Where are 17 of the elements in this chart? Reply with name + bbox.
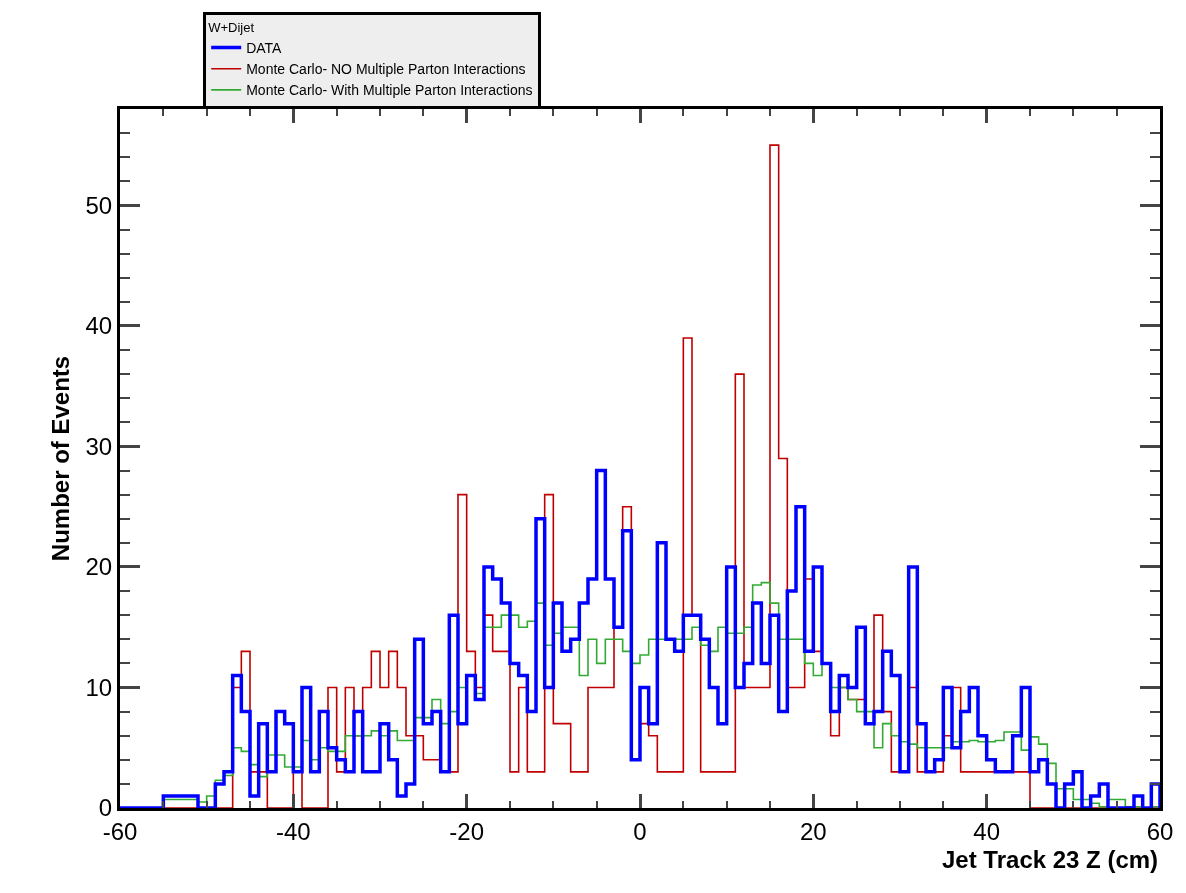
- legend-label: Monte Carlo- With Multiple Parton Interactions: [246, 82, 533, 99]
- x-tick-label: 20: [799, 817, 827, 845]
- y-tick-label: 40: [85, 312, 113, 340]
- y-axis-title: Number of Events: [46, 355, 74, 562]
- legend-label: DATA: [246, 39, 283, 56]
- x-tick-label: -40: [275, 817, 311, 845]
- y-tick-label: 20: [85, 553, 113, 581]
- x-axis-title: Jet Track 23 Z (cm): [942, 846, 1159, 873]
- y-tick-label: 50: [85, 191, 113, 219]
- legend-title: W+Dijet: [208, 19, 255, 35]
- x-tick-label: 0: [633, 817, 647, 845]
- y-tick-label: 10: [85, 673, 113, 701]
- x-tick-label: -20: [449, 817, 485, 845]
- y-tick-label: 30: [85, 432, 113, 460]
- legend-label: Monte Carlo- NO Multiple Parton Interactions: [246, 61, 526, 78]
- x-tick-label: 60: [1146, 817, 1174, 845]
- x-tick-label: 40: [973, 817, 1001, 845]
